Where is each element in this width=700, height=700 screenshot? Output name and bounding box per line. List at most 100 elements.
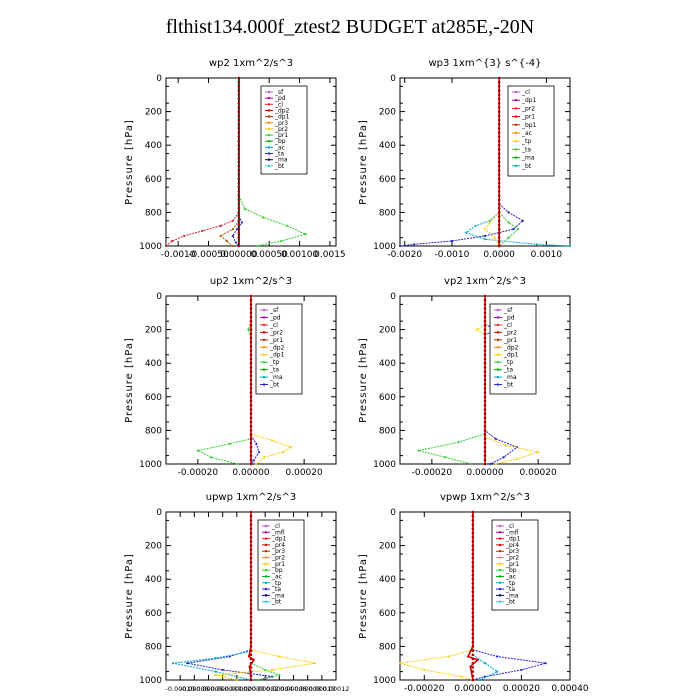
legend-entry: _pr1 xyxy=(274,132,288,139)
zero-line-marker xyxy=(249,514,253,518)
zero-line-marker xyxy=(497,169,501,172)
zero-line-marker xyxy=(497,114,501,118)
zero-line-marker xyxy=(249,412,253,415)
legend-marker xyxy=(264,562,268,566)
legend-marker xyxy=(514,140,518,143)
zero-line-marker xyxy=(249,332,253,336)
series-line-pr2 xyxy=(484,212,500,247)
y-tick-label: 200 xyxy=(379,542,396,552)
legend-marker xyxy=(496,383,500,386)
zero-line-marker xyxy=(237,202,241,206)
y-axis-label: Pressure [hPa] xyxy=(358,553,369,639)
zero-line-marker xyxy=(237,177,241,181)
y-tick-label: 200 xyxy=(145,542,162,552)
zero-line-marker xyxy=(237,80,241,84)
zero-line-marker xyxy=(497,206,501,210)
legend-entry: _sf xyxy=(269,307,279,314)
legend-marker xyxy=(496,375,500,379)
zero-line-marker xyxy=(483,450,487,453)
zero-line-marker xyxy=(237,219,241,223)
zero-line-marker xyxy=(497,164,501,168)
y-tick-label: 400 xyxy=(379,141,396,151)
legend-marker xyxy=(267,103,271,106)
zero-line-marker xyxy=(237,223,241,227)
series-line-pr1 xyxy=(196,321,252,465)
legend-marker xyxy=(264,537,268,540)
zero-line-marker xyxy=(471,640,475,644)
y-tick-label: 800 xyxy=(145,208,162,218)
legend-marker xyxy=(498,581,502,584)
panel-title: up2 1xm^2/s^3 xyxy=(210,276,292,287)
zero-line-marker xyxy=(249,399,253,403)
y-tick-label: 800 xyxy=(379,426,396,436)
zero-line-marker xyxy=(237,206,241,210)
legend-entry: _tp xyxy=(271,580,281,587)
zero-line-marker xyxy=(497,139,501,143)
zero-line-marker xyxy=(249,544,253,547)
legend-entry: _pr2 xyxy=(271,555,285,562)
x-tick-label: 0.00004 xyxy=(266,685,293,693)
zero-line-marker xyxy=(249,661,253,665)
legend-marker xyxy=(262,338,266,342)
data-point xyxy=(257,451,261,454)
data-point xyxy=(289,446,292,449)
zero-line-marker xyxy=(471,624,475,627)
legend-marker xyxy=(498,531,502,534)
legend-marker xyxy=(496,316,500,319)
y-tick-label: 200 xyxy=(145,108,162,118)
zero-line-marker xyxy=(249,395,253,399)
zero-line-marker xyxy=(249,336,253,340)
zero-line-marker xyxy=(483,433,487,436)
zero-line-marker xyxy=(471,523,475,526)
panel-5: upwp 1xm^2/s^3 Pressure [hPa] 0 200 400 600 80… xyxy=(124,492,349,693)
zero-line-marker xyxy=(249,510,253,514)
zero-line-marker xyxy=(237,152,241,155)
legend-entry: _pr3 xyxy=(274,120,288,127)
legend-entry: _pd xyxy=(269,314,281,321)
zero-line-marker xyxy=(249,548,253,552)
legend-entry: _bt xyxy=(521,163,532,170)
data-point xyxy=(196,449,199,452)
x-tick-label: 0.00020 xyxy=(503,684,540,694)
zero-line-marker xyxy=(483,328,487,331)
zero-line-marker xyxy=(483,298,487,302)
zero-line-marker xyxy=(237,139,241,143)
y-tick-label: 800 xyxy=(145,426,162,436)
zero-line-marker xyxy=(237,173,241,176)
zero-line-marker xyxy=(497,202,501,206)
zero-line-marker xyxy=(249,294,253,298)
zero-line-marker xyxy=(249,556,253,560)
x-tick-label: 0.00020 xyxy=(286,468,323,478)
legend-marker xyxy=(262,316,266,319)
legend-entry: _pr1 xyxy=(269,337,283,344)
data-point xyxy=(225,239,228,243)
legend-entry: _bp xyxy=(274,138,286,145)
zero-line-marker xyxy=(471,510,475,514)
zero-line-marker xyxy=(497,101,501,105)
zero-line-marker xyxy=(237,127,241,130)
zero-line-marker xyxy=(249,531,253,535)
legend-entry: _ta xyxy=(503,367,513,374)
zero-line-marker xyxy=(249,315,253,319)
zero-line-marker xyxy=(483,336,487,340)
zero-line-marker xyxy=(497,198,501,202)
y-tick-label: 1000 xyxy=(139,460,162,470)
zero-line-marker xyxy=(249,429,253,432)
data-point xyxy=(521,219,524,222)
legend-marker xyxy=(264,543,268,547)
data-point xyxy=(234,241,237,244)
zero-line-marker xyxy=(483,382,487,386)
zero-line-marker xyxy=(497,236,501,239)
zero-line-marker xyxy=(483,437,487,441)
legend-entry: _pr1 xyxy=(503,337,517,344)
legend-entry: _ma xyxy=(503,374,517,381)
zero-line-marker xyxy=(249,357,253,361)
zero-line-marker xyxy=(471,619,475,623)
legend-entry: _bt xyxy=(274,163,285,170)
zero-line-marker xyxy=(249,319,253,323)
panel-title: wp3 1xm^{3} s^{-4} xyxy=(428,58,541,69)
zero-line-marker xyxy=(471,527,475,531)
zero-line-marker xyxy=(483,420,487,424)
data-point xyxy=(494,437,497,440)
zero-line-marker xyxy=(483,429,487,432)
